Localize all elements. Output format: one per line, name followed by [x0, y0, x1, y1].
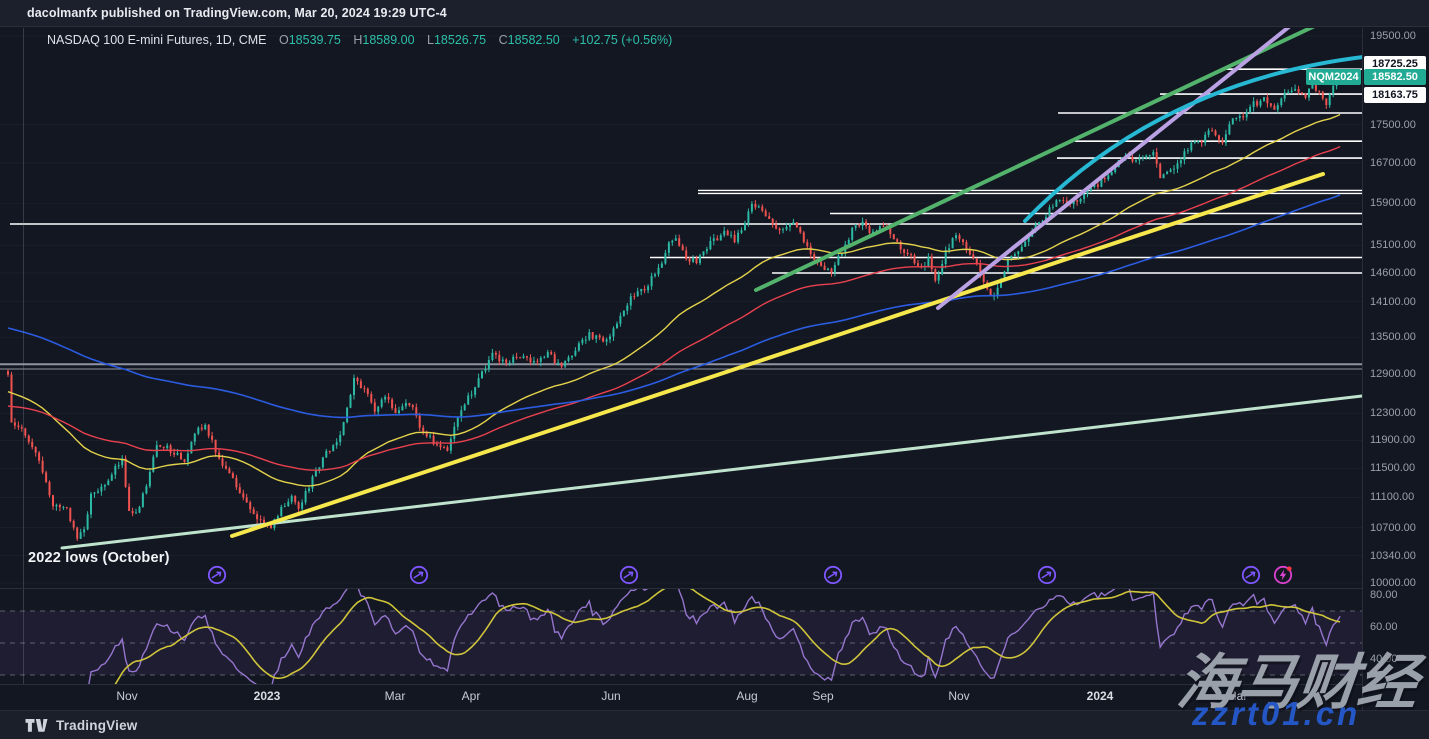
rsi-axis-tick: 60.00: [1370, 621, 1398, 633]
price-axis-tick: 10700.00: [1370, 521, 1416, 534]
projection-arrow-icon[interactable]: [408, 564, 430, 586]
mint-support[interactable]: [60, 394, 1362, 550]
tradingview-brand-text[interactable]: TradingView: [56, 717, 138, 733]
price-axis-tick: 15900.00: [1370, 197, 1416, 210]
time-axis-label[interactable]: Nov: [116, 689, 138, 703]
chart-text-annotation[interactable]: 2022 lows (October): [28, 550, 170, 566]
close-value: 18582.50: [507, 33, 560, 47]
contract-tag: NQM2024: [1306, 68, 1361, 85]
high-label: H: [353, 33, 363, 47]
tradingview-logo-icon[interactable]: [25, 718, 48, 733]
time-axis-label[interactable]: 2024: [1086, 689, 1114, 703]
price-axis-tick: 11900.00: [1370, 434, 1416, 447]
publisher-bar: dacolmanfx published on TradingView.com,…: [0, 0, 1429, 27]
symbol-info-bar: NASDAQ 100 E-mini Futures, 1D, CME O1853…: [47, 33, 672, 47]
vertical-guide-line: [23, 28, 24, 684]
rsi-axis-tick: 40.00: [1370, 653, 1398, 665]
high-value: 18589.00: [362, 33, 415, 47]
time-axis-label[interactable]: Sep: [812, 689, 834, 703]
green-channel[interactable]: [754, 14, 1340, 292]
time-axis-label[interactable]: Nov: [948, 689, 970, 703]
rsi-line[interactable]: [8, 574, 1341, 721]
price-axis-tick: 11100.00: [1370, 491, 1415, 504]
watermark-latin: zzrt01.cn: [1192, 695, 1361, 732]
cyan-curve[interactable]: [1023, 55, 1363, 223]
rsi-pane[interactable]: [0, 574, 1362, 721]
price-axis-tick: 13500.00: [1370, 331, 1416, 344]
price-level-label: 18725.25: [1364, 56, 1426, 72]
publisher-text: dacolmanfx published on TradingView.com,…: [27, 6, 447, 20]
price-axis-tick: 14100.00: [1370, 295, 1416, 308]
low-value: 18526.75: [433, 33, 487, 47]
projection-arrow-icon[interactable]: [618, 564, 640, 586]
ma-100-line[interactable]: [7, 145, 1341, 471]
price-axis-tick: 16700.00: [1370, 156, 1416, 169]
pane-separator[interactable]: [0, 588, 1362, 589]
yellow-support[interactable]: [230, 172, 1325, 538]
time-axis-label[interactable]: Jun: [601, 689, 621, 703]
price-axis-border: [1362, 28, 1363, 710]
rsi-axis-tick: 80.00: [1370, 589, 1398, 601]
price-axis-tick: 10340.00: [1370, 549, 1416, 562]
price-axis-tick: 12900.00: [1370, 368, 1416, 381]
rsi-signal-line[interactable]: [8, 583, 1341, 721]
price-axis-tick: 19500.00: [1370, 30, 1416, 42]
projection-arrow-icon[interactable]: [1036, 564, 1058, 586]
last-price-label: 18582.50: [1364, 68, 1426, 85]
time-axis-label[interactable]: Mar: [1226, 689, 1248, 703]
price-axis-tick: 14600.00: [1370, 267, 1416, 279]
candles-layer: [7, 74, 1342, 541]
time-axis-label[interactable]: Mar: [384, 689, 406, 703]
price-axis-tick: 10000.00: [1370, 576, 1416, 589]
time-axis-label[interactable]: Apr: [461, 689, 481, 703]
open-value: 18539.75: [288, 33, 341, 47]
time-axis-border: [0, 684, 1362, 685]
price-axis-tick: 15100.00: [1370, 239, 1416, 252]
footer-bar: TradingView: [0, 710, 1429, 739]
purple-trend[interactable]: [936, 6, 1315, 310]
price-axis-tick: 17500.00: [1370, 118, 1416, 131]
change-value: +102.75 (+0.56%): [572, 33, 673, 47]
time-axis-label[interactable]: Aug: [736, 689, 758, 703]
low-label: L: [427, 33, 434, 47]
projection-arrow-icon[interactable]: [206, 564, 228, 586]
symbol-title: NASDAQ 100 E-mini Futures, 1D, CME: [47, 33, 267, 47]
time-axis-label[interactable]: 2023: [253, 689, 281, 703]
open-label: O: [279, 33, 289, 47]
price-level-label: 18163.75: [1364, 87, 1426, 103]
ma-200-line[interactable]: [7, 194, 1341, 419]
main-pane[interactable]: [0, 6, 1363, 583]
projection-arrow-icon[interactable]: [1240, 564, 1262, 586]
lightning-bolt-icon[interactable]: [1272, 564, 1294, 586]
price-axis-tick: 12300.00: [1370, 407, 1416, 420]
ma-50-line[interactable]: [7, 113, 1341, 487]
projection-arrow-icon[interactable]: [822, 564, 844, 586]
close-label: C: [498, 33, 508, 47]
price-axis-tick: 11500.00: [1370, 462, 1416, 475]
